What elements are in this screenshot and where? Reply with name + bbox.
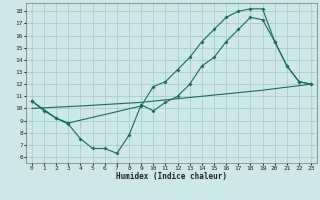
X-axis label: Humidex (Indice chaleur): Humidex (Indice chaleur)	[116, 172, 227, 181]
